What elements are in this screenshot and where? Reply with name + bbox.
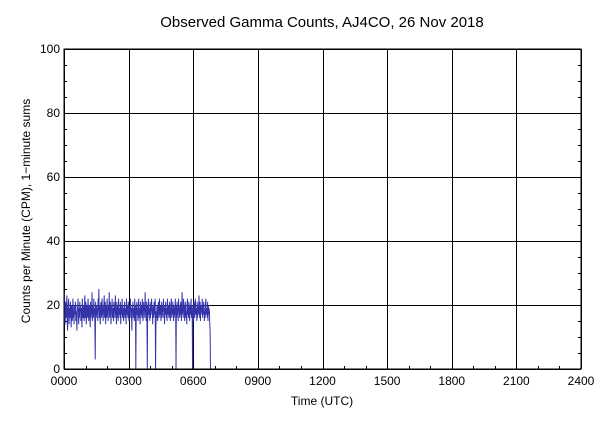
y-tick-label: 20 — [47, 298, 61, 312]
chart-grid — [64, 49, 582, 370]
series-line — [63, 288, 211, 370]
x-tick-label: 1800 — [438, 374, 465, 388]
chart-title: Observed Gamma Counts, AJ4CO, 26 Nov 201… — [160, 14, 484, 31]
y-axis-label: Counts per Minute (CPM), 1−minute sums — [19, 99, 33, 323]
x-tick-label: 0600 — [180, 374, 207, 388]
plot-frame — [63, 48, 582, 370]
x-tick-label: 2100 — [503, 374, 530, 388]
minor-ticks — [64, 49, 582, 370]
y-axis-ticks: 0 20 40 60 80 100 — [40, 42, 60, 376]
y-tick-label: 40 — [47, 234, 61, 248]
x-axis-ticks: 0000 0300 0600 0900 1200 1500 1800 2100 2400 — [51, 374, 595, 388]
x-tick-label: 0900 — [245, 374, 272, 388]
x-tick-label: 0300 — [115, 374, 142, 388]
y-tick-label: 0 — [53, 362, 60, 376]
x-tick-label: 2400 — [568, 374, 595, 388]
y-tick-label: 60 — [47, 170, 61, 184]
x-tick-label: 1500 — [374, 374, 401, 388]
y-tick-label: 100 — [40, 42, 60, 56]
x-axis-label: Time (UTC) — [291, 394, 353, 408]
x-tick-label: 1200 — [309, 374, 336, 388]
x-tick-label: 0000 — [51, 374, 78, 388]
y-tick-label: 80 — [47, 106, 61, 120]
